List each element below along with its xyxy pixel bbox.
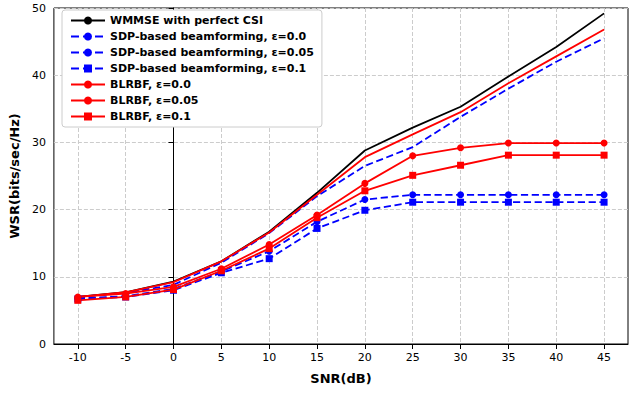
svg-text:SDP-based beamforming, ε=0.05: SDP-based beamforming, ε=0.05 <box>110 46 314 59</box>
svg-text:SDP-based beamforming, ε=0.1: SDP-based beamforming, ε=0.1 <box>110 62 306 75</box>
svg-text:SDP-based beamforming, ε=0.0: SDP-based beamforming, ε=0.0 <box>110 30 307 43</box>
svg-text:40: 40 <box>549 351 563 364</box>
svg-text:0: 0 <box>39 338 46 351</box>
svg-text:20: 20 <box>32 203 46 216</box>
svg-text:0: 0 <box>170 351 177 364</box>
svg-text:10: 10 <box>32 270 46 283</box>
svg-text:35: 35 <box>501 351 515 364</box>
svg-text:50: 50 <box>32 2 46 15</box>
svg-text:SNR(dB): SNR(dB) <box>310 371 371 386</box>
svg-text:-5: -5 <box>120 351 131 364</box>
svg-text:BLRBF, ε=0.1: BLRBF, ε=0.1 <box>110 110 191 123</box>
svg-text:WMMSE with perfect CSI: WMMSE with perfect CSI <box>110 14 263 27</box>
svg-text:10: 10 <box>262 351 276 364</box>
svg-text:30: 30 <box>454 351 468 364</box>
svg-text:-10: -10 <box>69 351 87 364</box>
svg-text:30: 30 <box>32 136 46 149</box>
svg-text:BLRBF, ε=0.0: BLRBF, ε=0.0 <box>110 78 191 91</box>
svg-text:45: 45 <box>597 351 611 364</box>
svg-text:40: 40 <box>32 69 46 82</box>
svg-text:BLRBF, ε=0.05: BLRBF, ε=0.05 <box>110 94 198 107</box>
svg-text:25: 25 <box>406 351 420 364</box>
svg-text:20: 20 <box>358 351 372 364</box>
svg-text:5: 5 <box>218 351 225 364</box>
svg-text:15: 15 <box>310 351 324 364</box>
svg-text:WSR(bits/sec/Hz): WSR(bits/sec/Hz) <box>7 113 22 239</box>
